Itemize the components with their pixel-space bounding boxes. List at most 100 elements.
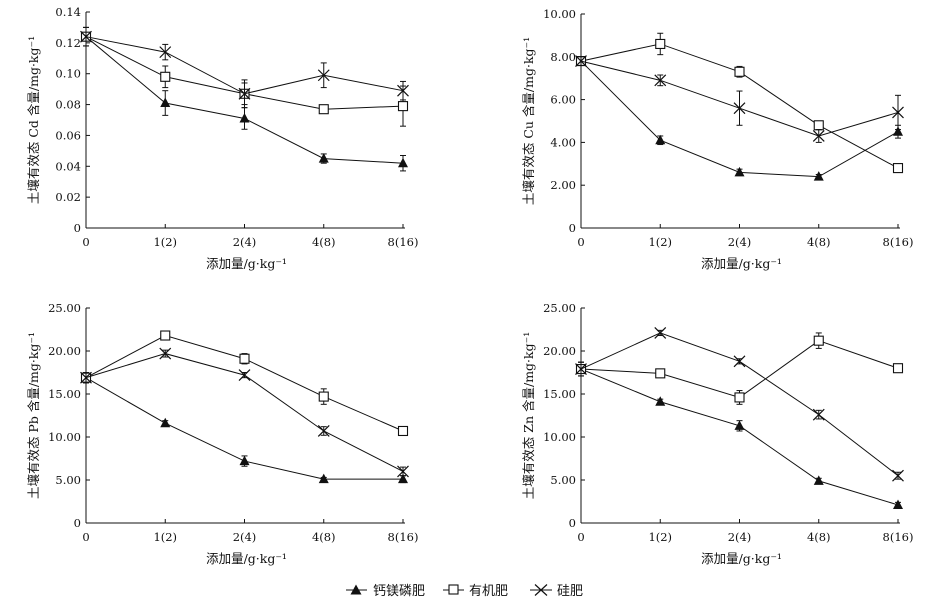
y-tick-label: 0.10 (55, 67, 81, 81)
data-point-cross (733, 102, 746, 115)
data-point-triangle (318, 153, 329, 163)
data-point-square (655, 38, 666, 50)
x-tick-label: 0 (577, 530, 584, 544)
data-point-cross (317, 425, 330, 437)
x-tick-label: 2(4) (728, 530, 752, 544)
x-tick-label: 2(4) (233, 530, 257, 544)
y-tick-label: 6.00 (550, 93, 576, 107)
series-cross-x (575, 55, 904, 143)
series-triangle-filled (81, 372, 408, 484)
y-tick-label: 0.06 (55, 128, 81, 142)
x-tick-label: 8(16) (883, 530, 914, 544)
x-tick-label: 4(8) (312, 530, 336, 544)
data-point-square (397, 425, 409, 437)
x-tick-label: 1(2) (153, 530, 177, 544)
data-point-triangle (160, 417, 171, 428)
data-point-cross (812, 408, 825, 421)
data-point-triangle (734, 420, 745, 430)
data-point-square (892, 163, 904, 174)
series-line (85, 334, 404, 432)
x-tick-label: 1(2) (648, 530, 672, 544)
data-point-square (734, 66, 745, 77)
data-point-square (239, 353, 250, 364)
data-point-triangle (893, 126, 903, 136)
data-point-square (813, 120, 824, 131)
x-tick-label: 1(2) (153, 235, 177, 249)
data-point-cross (159, 347, 172, 360)
x-tick-label: 4(8) (807, 235, 831, 249)
data-point-cross (397, 84, 409, 97)
chart-panels: 0 0.02 0.04 0.06 0.08 0.10 0.12 0.14 0 1(2) 2(4) 4(… (26, 5, 913, 566)
x-tick-label: 8(16) (388, 530, 419, 544)
y-tick-label: 0.14 (55, 5, 81, 19)
series-square-open (575, 332, 904, 405)
y-tick-label: 8.00 (550, 50, 576, 64)
x-tick-label: 0 (577, 235, 584, 249)
series-line (580, 368, 899, 506)
y-tick-label: 0 (74, 221, 81, 235)
y-tick-label: 10.00 (48, 430, 81, 444)
series-triangle-filled (576, 361, 903, 509)
x-tick-label: 1(2) (648, 235, 672, 249)
data-point-triangle (893, 499, 903, 509)
data-point-square (734, 392, 745, 403)
data-point-triangle (398, 157, 408, 168)
y-tick-label: 0.08 (55, 98, 81, 112)
series-line (85, 353, 404, 472)
y-axis-label: 土壤有效态 Cd 含量/mg·kg⁻¹ (26, 36, 41, 204)
series-square-open (80, 330, 409, 437)
y-tick-label: 0 (74, 516, 81, 530)
y-tick-label: 10.00 (543, 7, 576, 21)
data-point-triangle (160, 97, 171, 108)
legend: 钙镁磷肥 有机肥 硅肥 (346, 584, 583, 599)
data-point-triangle (398, 473, 408, 484)
y-tick-label: 15.00 (48, 387, 81, 401)
legend-marker-cross (534, 584, 548, 596)
data-point-square (318, 391, 329, 402)
data-point-cross (575, 363, 587, 375)
data-point-triangle (239, 112, 250, 123)
data-point-cross (654, 74, 667, 87)
chart-panel-2: 0 2.00 4.00 6.00 8.00 10.00 0 1(2) 2(4) 4(8) 8(16)… (521, 7, 913, 271)
legend-label-3: 硅肥 (557, 584, 583, 599)
data-point-triangle (813, 171, 824, 181)
x-tick-label: 4(8) (312, 235, 336, 249)
data-point-square (813, 335, 824, 346)
x-axis-label: 添加量/g·kg⁻¹ (701, 551, 782, 566)
data-point-square (655, 368, 666, 379)
data-point-cross (733, 355, 746, 368)
legend-marker-square (448, 584, 459, 595)
y-axis-label: 土壤有效态 Pb 含量/mg·kg⁻¹ (26, 332, 41, 499)
data-point-cross (317, 69, 330, 82)
data-point-cross (159, 46, 172, 59)
x-axis-label: 添加量/g·kg⁻¹ (701, 256, 782, 271)
data-point-cross (654, 327, 667, 339)
chart-panel-4: 0 5.00 10.00 15.00 20.00 25.00 0 1(2) 2(4) 4(8) 8(… (521, 301, 913, 566)
y-axis-label: 土壤有效态 Zn 含量/mg·kg⁻¹ (521, 332, 536, 499)
data-point-triangle (239, 455, 250, 466)
y-tick-label: 2.00 (550, 178, 576, 192)
data-point-cross (892, 469, 904, 482)
series-cross-x (575, 327, 904, 482)
y-tick-label: 0.04 (55, 159, 81, 173)
x-tick-label: 8(16) (883, 235, 914, 249)
x-tick-label: 2(4) (728, 235, 752, 249)
x-tick-label: 4(8) (807, 530, 831, 544)
data-point-square (318, 104, 329, 115)
y-tick-label: 0.02 (55, 190, 81, 204)
x-tick-label: 8(16) (388, 235, 419, 249)
y-tick-label: 0.12 (55, 36, 81, 50)
series-cross-x (80, 26, 409, 109)
data-point-triangle (734, 166, 745, 177)
data-point-cross (397, 465, 409, 478)
y-tick-label: 15.00 (543, 387, 576, 401)
y-tick-label: 0 (569, 221, 576, 235)
x-axis-label: 添加量/g·kg⁻¹ (206, 551, 287, 566)
x-tick-label: 0 (82, 235, 89, 249)
chart-panel-1: 0 0.02 0.04 0.06 0.08 0.10 0.12 0.14 0 1(2) 2(4) 4(… (26, 5, 418, 271)
data-point-triangle (318, 473, 329, 484)
data-point-square (397, 101, 409, 112)
data-point-cross (812, 130, 825, 142)
series-cross-x (80, 347, 409, 478)
data-point-cross (238, 369, 251, 382)
